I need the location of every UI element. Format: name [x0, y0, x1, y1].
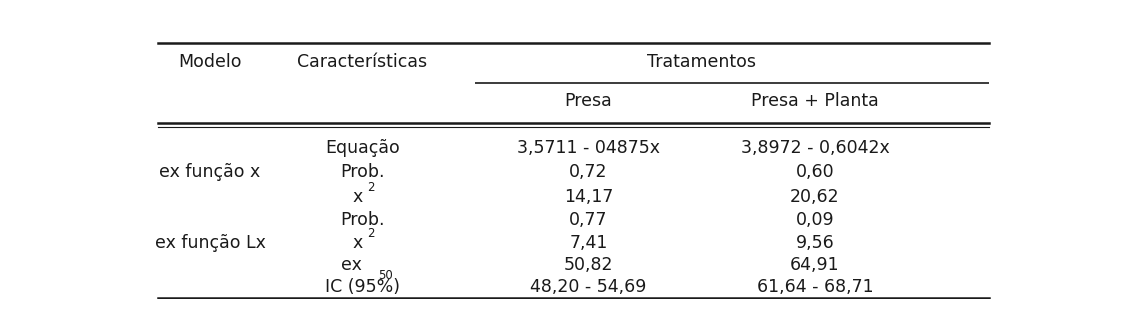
- Text: 61,64 - 68,71: 61,64 - 68,71: [757, 279, 874, 296]
- Text: 50,82: 50,82: [564, 256, 613, 275]
- Text: 3,5711 - 04875x: 3,5711 - 04875x: [517, 139, 660, 157]
- Text: 0,72: 0,72: [569, 163, 608, 181]
- Text: 0,60: 0,60: [795, 163, 834, 181]
- Text: IC (95%): IC (95%): [325, 279, 400, 296]
- Text: 7,41: 7,41: [569, 235, 608, 252]
- Text: 0,09: 0,09: [795, 211, 834, 229]
- Text: 9,56: 9,56: [795, 235, 834, 252]
- Text: 14,17: 14,17: [564, 188, 613, 206]
- Text: 20,62: 20,62: [791, 188, 840, 206]
- Text: x: x: [351, 235, 363, 252]
- Text: Características: Características: [298, 53, 428, 71]
- Text: ex: ex: [341, 256, 363, 275]
- Text: 48,20 - 54,69: 48,20 - 54,69: [530, 279, 647, 296]
- Text: Prob.: Prob.: [340, 211, 384, 229]
- Text: 50: 50: [378, 269, 393, 282]
- Text: ex função Lx: ex função Lx: [155, 235, 265, 252]
- Text: 0,77: 0,77: [569, 211, 608, 229]
- Text: Presa: Presa: [565, 92, 612, 110]
- Text: 64,91: 64,91: [791, 256, 840, 275]
- Text: x: x: [351, 188, 363, 206]
- Text: ex função x: ex função x: [159, 163, 261, 181]
- Text: Modelo: Modelo: [179, 53, 241, 71]
- Text: Equação: Equação: [325, 139, 400, 157]
- Text: 3,8972 - 0,6042x: 3,8972 - 0,6042x: [740, 139, 889, 157]
- Text: 2: 2: [366, 227, 374, 240]
- Text: 2: 2: [366, 180, 374, 194]
- Text: Prob.: Prob.: [340, 163, 384, 181]
- Text: Tratamentos: Tratamentos: [647, 53, 756, 71]
- Text: Presa + Planta: Presa + Planta: [751, 92, 879, 110]
